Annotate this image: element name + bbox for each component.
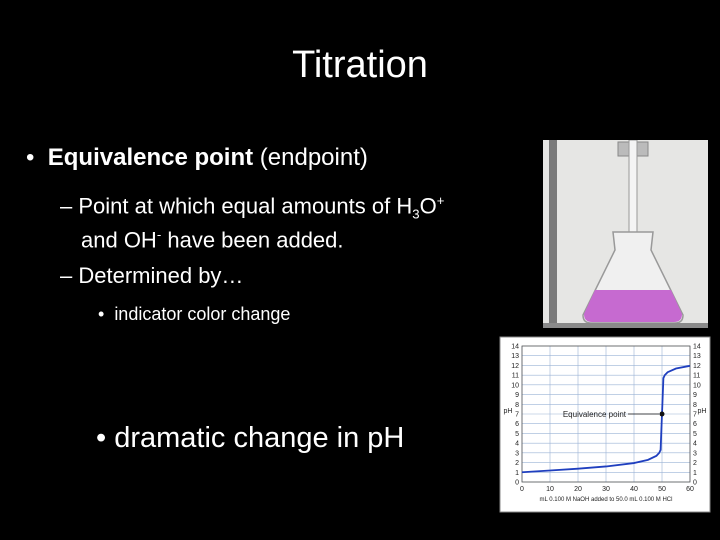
y-tick-label: 9	[515, 392, 519, 399]
x-tick-label: 50	[658, 486, 666, 493]
x-tick-label: 10	[546, 486, 554, 493]
text: have been added.	[161, 227, 344, 253]
y2-tick-label: 5	[693, 431, 697, 438]
y-tick-label: 13	[511, 353, 519, 360]
sub-sub-bullet: • indicator color change	[98, 304, 291, 324]
y2-tick-label: 4	[693, 441, 697, 448]
y-tick-label: 12	[511, 363, 519, 370]
y2-tick-label: 7	[693, 412, 697, 419]
x-tick-label: 30	[602, 486, 610, 493]
y2-tick-label: 13	[693, 353, 701, 360]
text: indicator color change	[114, 304, 291, 324]
text: (endpoint)	[259, 144, 368, 171]
text: Point at which equal amounts of H	[78, 193, 413, 219]
y2-tick-label: 14	[693, 344, 701, 351]
curve	[521, 364, 691, 474]
annotation: Equivalence point	[563, 410, 627, 419]
superscript: -	[156, 227, 162, 242]
subscript: 3	[412, 206, 420, 222]
text: dramatic change in pH	[114, 422, 405, 454]
x-tick-label: 60	[686, 486, 694, 493]
y2-tick-label: 9	[693, 392, 697, 399]
y-tick-label: 14	[511, 344, 519, 351]
sub-bullet-2: – Determined by…	[60, 263, 244, 288]
y2-tick-label: 11	[693, 373, 700, 380]
y-axis-label: pH	[504, 408, 513, 415]
y-tick-label: 7	[515, 412, 519, 419]
y-tick-label: 3	[515, 450, 519, 457]
y2-tick-label: 0	[693, 480, 697, 487]
bullet-1: • Equivalence point (endpoint)	[26, 144, 368, 171]
y2-tick-label: 8	[693, 402, 697, 409]
y-tick-label: 6	[515, 421, 519, 428]
equivalence-dot	[659, 411, 665, 417]
text: and OH	[81, 227, 157, 253]
big-bullet: • dramatic change in pH	[96, 422, 405, 454]
y2-tick-label: 3	[693, 450, 697, 457]
y2-tick-label: 12	[693, 363, 701, 370]
text: Determined by…	[78, 263, 244, 288]
y-tick-label: 2	[515, 460, 519, 467]
y2-tick-label: 6	[693, 421, 697, 428]
chart-background	[499, 336, 711, 513]
y2-tick-label: 1	[693, 470, 697, 477]
x-tick-label: 40	[630, 486, 638, 493]
y-tick-label: 1	[515, 470, 519, 477]
x-tick-label: 0	[520, 486, 524, 493]
y-tick-label: 4	[515, 441, 519, 448]
sub-bullet-1: – Point at which equal amounts of H3O+	[60, 193, 445, 222]
text: O	[419, 193, 437, 219]
y-tick-label: 0	[515, 480, 519, 487]
x-tick-label: 20	[574, 486, 582, 493]
y2-tick-label: 10	[693, 382, 701, 389]
y-tick-label: 10	[511, 382, 519, 389]
plot-frame	[521, 345, 691, 483]
y2-tick-label: 2	[693, 460, 697, 467]
sub-bullet-1-line2: and OH- have been added.	[81, 227, 344, 253]
y-tick-label: 8	[515, 402, 519, 409]
x-axis-label: mL 0.100 M NaOH added to 50.0 mL 0.100 M…	[540, 497, 673, 503]
y2-axis-label: pH	[698, 408, 707, 415]
flask-photo	[543, 140, 708, 328]
y-tick-label: 5	[515, 431, 519, 438]
bold-term: Equivalence point	[47, 144, 254, 171]
y-tick-label: 11	[512, 373, 519, 380]
superscript: +	[436, 193, 445, 208]
slide-title: Titration	[292, 44, 428, 86]
